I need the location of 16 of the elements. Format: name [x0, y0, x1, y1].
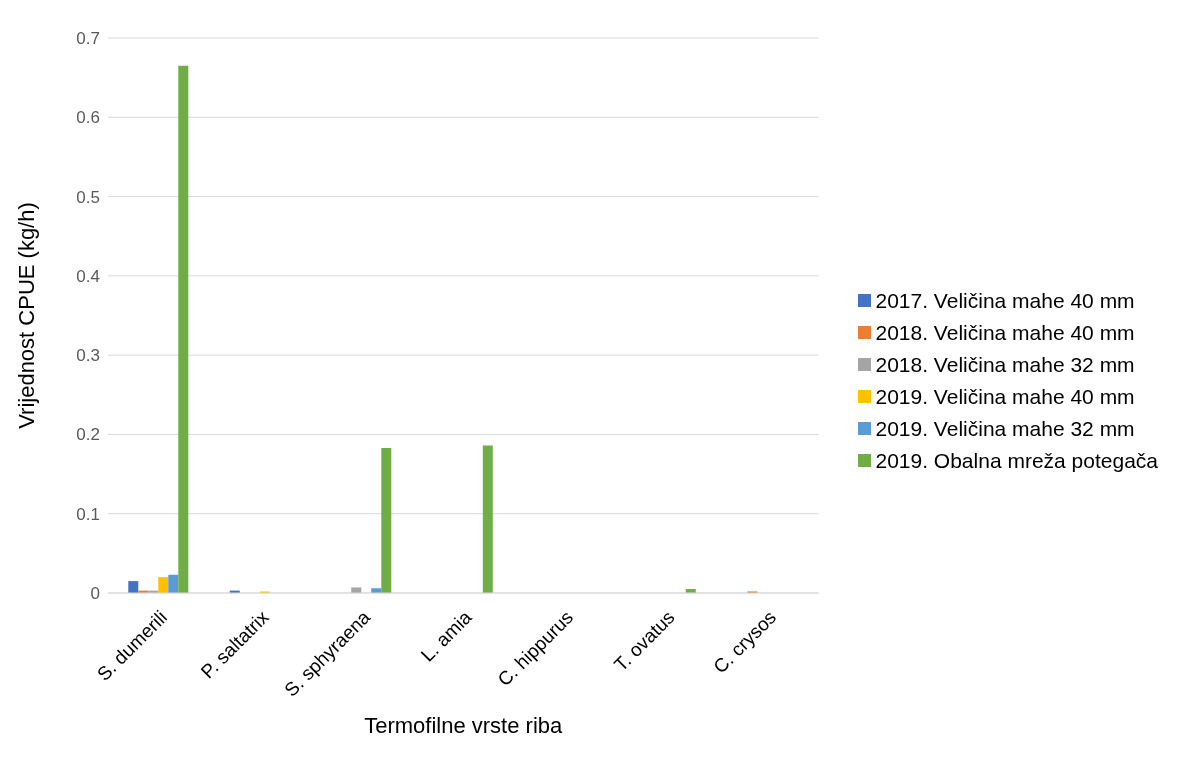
y-tick-label: 0.3 [76, 346, 100, 366]
legend-label: 2019. Veličina mahe 32 mm [875, 415, 1135, 442]
y-tick-label: 0.1 [76, 504, 100, 524]
y-axis-title: Vrijednost CPUE (kg/h) [13, 202, 39, 429]
y-tick-label: 0.4 [76, 266, 100, 286]
legend-label: 2019. Obalna mreža potegača [875, 447, 1158, 474]
legend-label: 2019. Veličina mahe 40 mm [875, 383, 1135, 410]
x-axis-title: Termofilne vrste riba [364, 713, 564, 738]
legend-label: 2018. Veličina mahe 40 mm [875, 319, 1135, 346]
y-tick-label: 0 [90, 584, 100, 604]
y-tick-label: 0.6 [76, 108, 100, 128]
y-tick-label: 0.5 [76, 187, 100, 207]
y-tick-label: 0.2 [76, 425, 100, 445]
y-tick-label: 0.7 [76, 29, 100, 49]
legend-label: 2017. Veličina mahe 40 mm [875, 287, 1135, 314]
legend-label: 2018. Veličina mahe 32 mm [875, 351, 1135, 378]
